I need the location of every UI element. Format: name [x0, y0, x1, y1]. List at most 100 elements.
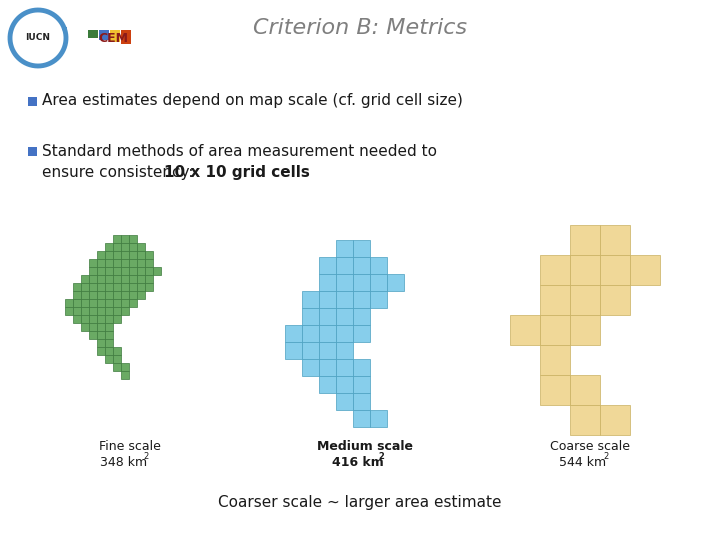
Bar — [336, 325, 353, 342]
Bar — [129, 243, 137, 251]
Bar — [570, 285, 600, 315]
Bar — [387, 274, 404, 291]
Bar — [353, 359, 370, 376]
Bar — [353, 325, 370, 342]
Bar — [336, 393, 353, 410]
Bar — [89, 283, 97, 291]
Bar — [319, 359, 336, 376]
Bar — [105, 347, 113, 355]
Text: 348 km: 348 km — [100, 456, 148, 469]
Bar — [97, 251, 105, 259]
Bar — [630, 255, 660, 285]
Bar — [319, 376, 336, 393]
Bar — [121, 275, 129, 283]
Bar — [97, 315, 105, 323]
Bar — [510, 315, 540, 345]
Bar — [121, 243, 129, 251]
Bar — [540, 285, 570, 315]
FancyBboxPatch shape — [121, 30, 131, 44]
Text: Area estimates depend on map scale (cf. grid cell size): Area estimates depend on map scale (cf. … — [42, 93, 463, 109]
Bar — [105, 339, 113, 347]
Bar — [336, 376, 353, 393]
Bar — [570, 255, 600, 285]
Bar — [319, 274, 336, 291]
Bar — [353, 376, 370, 393]
Text: 10 x 10 grid cells: 10 x 10 grid cells — [164, 165, 310, 179]
Bar — [137, 267, 145, 275]
Bar — [121, 259, 129, 267]
Bar — [113, 347, 121, 355]
Bar — [113, 299, 121, 307]
Bar — [89, 323, 97, 331]
Bar — [129, 291, 137, 299]
Bar — [97, 347, 105, 355]
Bar — [73, 291, 81, 299]
Bar — [105, 355, 113, 363]
Bar — [129, 283, 137, 291]
Bar — [302, 308, 319, 325]
Bar — [319, 291, 336, 308]
Bar — [113, 355, 121, 363]
Bar — [353, 240, 370, 257]
Bar — [65, 299, 73, 307]
Bar — [105, 299, 113, 307]
Bar — [137, 275, 145, 283]
Bar — [129, 251, 137, 259]
Bar — [129, 299, 137, 307]
Bar — [121, 371, 129, 379]
Bar — [113, 363, 121, 371]
Bar — [105, 243, 113, 251]
Bar — [97, 339, 105, 347]
Bar — [153, 267, 161, 275]
Bar — [105, 331, 113, 339]
Bar — [370, 291, 387, 308]
Bar — [129, 259, 137, 267]
Bar — [137, 259, 145, 267]
Bar — [137, 251, 145, 259]
Text: 2: 2 — [603, 452, 608, 461]
Bar — [353, 308, 370, 325]
Bar — [89, 267, 97, 275]
Bar — [319, 342, 336, 359]
Bar — [97, 323, 105, 331]
Bar — [81, 299, 89, 307]
Bar — [129, 267, 137, 275]
Bar — [353, 393, 370, 410]
Bar — [97, 259, 105, 267]
Bar — [145, 283, 153, 291]
Bar — [145, 251, 153, 259]
Bar — [121, 291, 129, 299]
Bar — [105, 315, 113, 323]
Text: IUCN: IUCN — [25, 33, 50, 43]
Bar — [121, 363, 129, 371]
Bar — [353, 410, 370, 427]
Bar — [105, 251, 113, 259]
Bar — [105, 323, 113, 331]
Bar — [105, 267, 113, 275]
Bar — [121, 267, 129, 275]
Bar — [113, 251, 121, 259]
Bar — [105, 275, 113, 283]
Bar — [285, 325, 302, 342]
Bar — [370, 410, 387, 427]
Bar — [353, 291, 370, 308]
Text: Coarser scale ~ larger area estimate: Coarser scale ~ larger area estimate — [218, 495, 502, 510]
Bar — [129, 275, 137, 283]
Bar — [336, 274, 353, 291]
Bar — [570, 315, 600, 345]
Bar — [97, 331, 105, 339]
Bar — [370, 257, 387, 274]
Text: 2: 2 — [143, 452, 148, 461]
Bar — [105, 307, 113, 315]
Bar — [89, 291, 97, 299]
Text: Criterion B: Metrics: Criterion B: Metrics — [253, 18, 467, 38]
Bar — [302, 342, 319, 359]
Bar — [121, 283, 129, 291]
Bar — [28, 147, 37, 156]
Bar — [302, 325, 319, 342]
Text: Medium scale: Medium scale — [317, 440, 413, 453]
Bar — [89, 299, 97, 307]
Text: 416 km: 416 km — [332, 456, 384, 469]
Bar — [97, 283, 105, 291]
Bar — [319, 257, 336, 274]
